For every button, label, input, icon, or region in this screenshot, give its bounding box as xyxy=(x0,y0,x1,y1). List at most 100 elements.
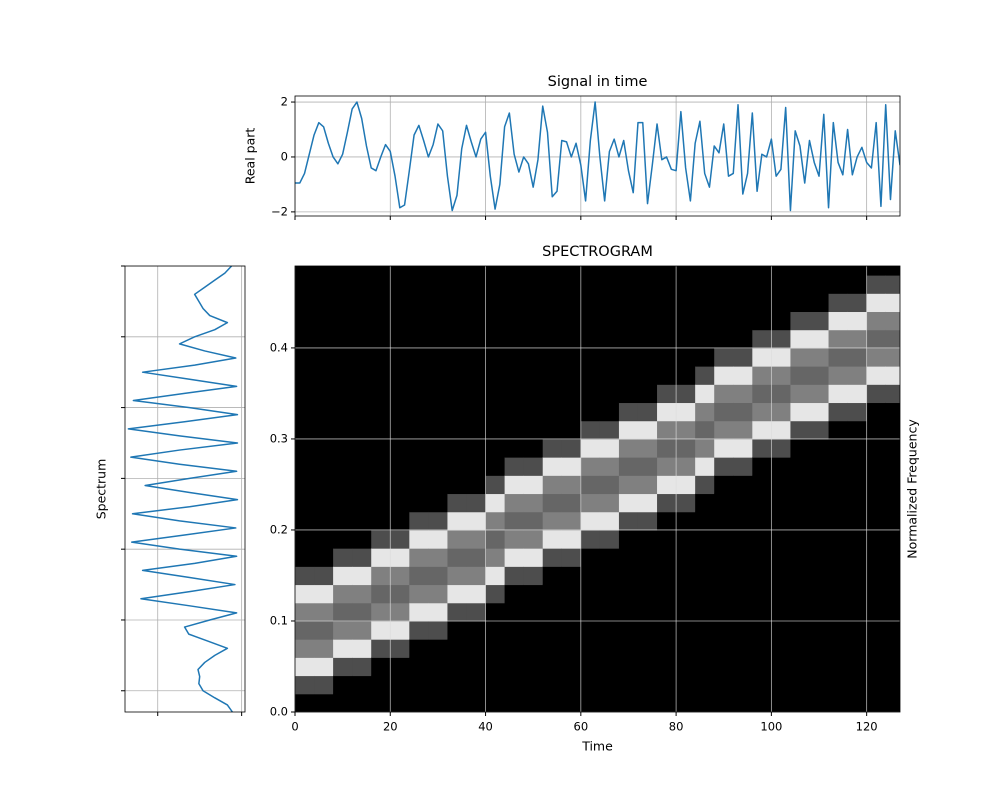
heatmap-cell xyxy=(809,493,830,513)
heatmap-cell xyxy=(714,548,734,567)
heatmap-cell xyxy=(809,675,830,695)
heatmap-cell xyxy=(657,366,677,385)
heatmap-cell xyxy=(637,438,658,458)
heatmap-cell xyxy=(295,493,315,513)
heatmap-cell xyxy=(733,548,753,567)
heatmap-cell xyxy=(504,657,525,677)
heatmap-cell xyxy=(314,657,334,677)
heatmap-cell xyxy=(828,566,849,586)
heatmap-cell xyxy=(580,275,601,294)
heatmap-cell xyxy=(314,602,334,622)
heatmap-cell xyxy=(333,457,353,476)
heatmap-cell xyxy=(657,438,677,458)
heatmap-cell xyxy=(733,675,753,695)
heatmap-cell xyxy=(314,511,334,531)
heatmap-cell xyxy=(714,511,734,531)
heatmap-cell xyxy=(428,693,448,712)
heatmap-cell xyxy=(428,675,448,695)
heatmap-cell xyxy=(447,438,467,458)
heatmap-cell xyxy=(580,402,601,422)
heatmap-cell xyxy=(485,548,506,567)
heatmap-cell xyxy=(371,266,391,276)
heatmap-cell xyxy=(676,402,696,422)
heatmap-cell xyxy=(485,529,506,549)
heatmap-cell xyxy=(866,548,887,567)
heatmap-cell xyxy=(771,493,791,513)
heatmap-cell xyxy=(657,347,677,367)
heatmap-cell xyxy=(523,384,544,404)
heatmap-cell xyxy=(561,329,582,349)
heatmap-cell xyxy=(542,275,563,294)
heatmap-cell xyxy=(466,620,487,640)
heatmap-cell xyxy=(409,548,429,567)
heatmap-cell xyxy=(333,420,353,440)
heatmap-cell xyxy=(714,438,734,458)
heatmap-cell xyxy=(618,275,639,294)
heatmap-cell xyxy=(714,311,734,331)
heatmap-cell xyxy=(618,293,639,313)
y-tick-label: 0.1 xyxy=(270,613,288,627)
heatmap-cell xyxy=(637,584,658,604)
heatmap-cell xyxy=(561,529,582,549)
heatmap-cell xyxy=(657,602,677,622)
heatmap-cell xyxy=(485,275,506,294)
heatmap-cell xyxy=(790,402,810,422)
heatmap-cell xyxy=(352,311,372,331)
heatmap-cell xyxy=(809,620,830,640)
heatmap-cell xyxy=(714,384,734,404)
heatmap-cell xyxy=(790,675,810,695)
heatmap-cell xyxy=(714,675,734,695)
heatmap-cell xyxy=(695,366,715,385)
heatmap-cell xyxy=(352,620,372,640)
plot-area xyxy=(295,96,900,216)
heatmap-cell xyxy=(752,475,772,495)
heatmap-cell xyxy=(714,475,734,495)
heatmap-cell xyxy=(885,275,900,294)
heatmap-cell xyxy=(371,493,391,513)
heatmap-cell xyxy=(447,329,467,349)
heatmap-cell xyxy=(542,420,563,440)
heatmap-cell xyxy=(657,566,677,586)
heatmap-cell xyxy=(828,366,849,385)
heatmap-cell xyxy=(828,675,849,695)
heatmap-cell xyxy=(752,602,772,622)
heatmap-cell xyxy=(409,438,429,458)
heatmap-cell xyxy=(695,529,715,549)
heatmap-cell xyxy=(390,620,410,640)
heatmap-cell xyxy=(333,347,353,367)
heatmap-cell xyxy=(599,584,620,604)
heatmap-cell xyxy=(847,311,868,331)
heatmap-cell xyxy=(504,266,525,276)
heatmap-cell xyxy=(637,475,658,495)
heatmap-cell xyxy=(466,438,487,458)
heatmap-cell xyxy=(295,602,315,622)
heatmap-cell xyxy=(695,402,715,422)
heatmap-cell xyxy=(809,402,830,422)
y-tick-label: 0.2 xyxy=(270,522,288,536)
heatmap-cell xyxy=(390,347,410,367)
heatmap-cell xyxy=(790,657,810,677)
heatmap-cell xyxy=(714,566,734,586)
heatmap-cell xyxy=(504,493,525,513)
heatmap-cell xyxy=(466,293,487,313)
heatmap-cell xyxy=(828,693,849,712)
heatmap-cell xyxy=(447,347,467,367)
heatmap-cell xyxy=(428,493,448,513)
heatmap-cell xyxy=(657,384,677,404)
heatmap-cell xyxy=(580,657,601,677)
heatmap-cell xyxy=(790,566,810,586)
y-tick-label: −2 xyxy=(271,204,288,218)
heatmap-cell xyxy=(752,584,772,604)
heatmap-cell xyxy=(371,620,391,640)
heatmap-cell xyxy=(752,420,772,440)
heatmap-cell xyxy=(542,602,563,622)
heatmap-cell xyxy=(504,693,525,712)
heatmap-cell xyxy=(333,311,353,331)
heatmap-cell xyxy=(295,475,315,495)
heatmap-cell xyxy=(695,693,715,712)
heatmap-cell xyxy=(714,584,734,604)
heatmap-cell xyxy=(809,602,830,622)
heatmap-cell xyxy=(371,602,391,622)
heatmap-cell xyxy=(771,566,791,586)
heatmap-cell xyxy=(828,347,849,367)
